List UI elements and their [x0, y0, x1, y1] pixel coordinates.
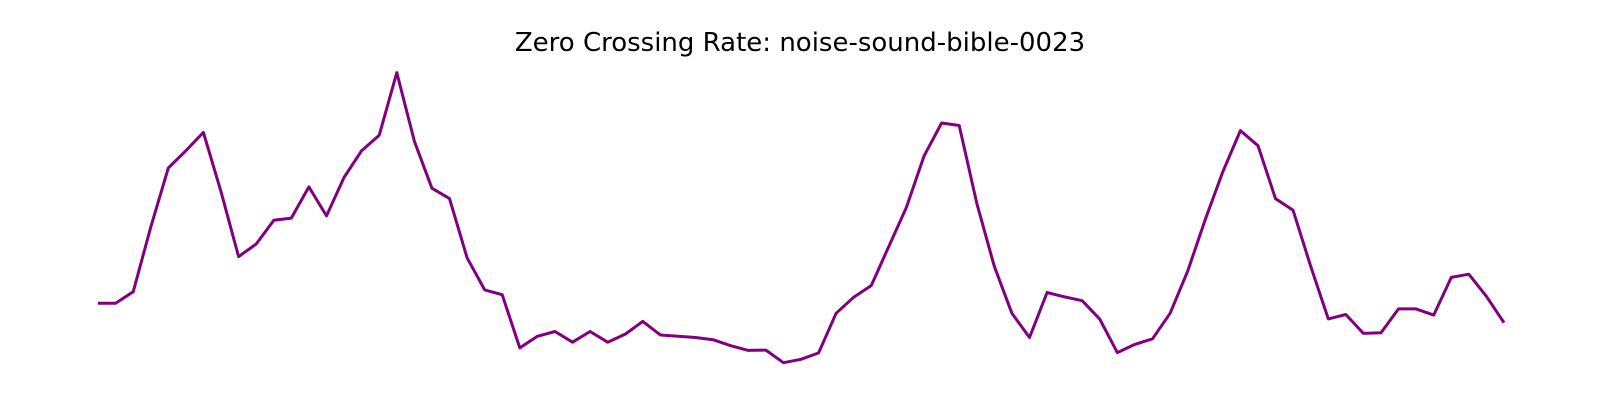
- zcr-series-line-0: [98, 71, 1506, 365]
- chart-title: Zero Crossing Rate: noise-sound-bible-00…: [515, 28, 1085, 58]
- plot-area: [98, 71, 1506, 365]
